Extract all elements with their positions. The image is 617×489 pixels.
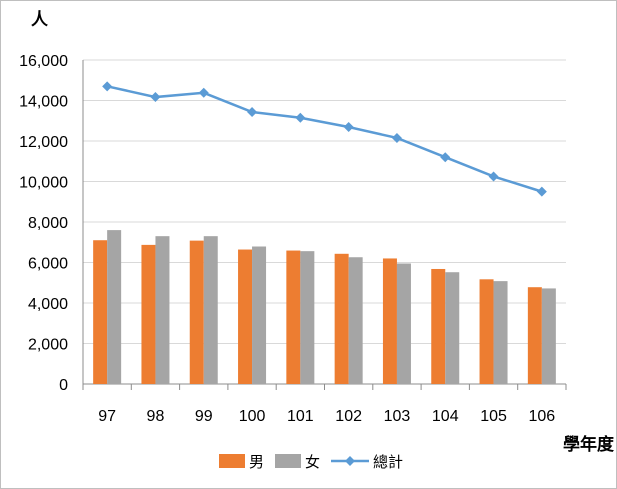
bar-女 — [493, 281, 508, 384]
legend: 男 女 總計 — [219, 453, 403, 471]
x-tick-label: 97 — [98, 408, 116, 425]
bar-女 — [203, 236, 218, 384]
x-unit-label: 學年度 — [563, 434, 615, 455]
legend-swatch-女 — [275, 454, 301, 468]
point-總計 — [198, 87, 209, 98]
point-總計 — [295, 112, 306, 123]
y-tick-label: 8,000 — [28, 215, 68, 232]
x-tick-label: 99 — [195, 408, 213, 425]
bar-女 — [348, 257, 363, 384]
legend-label: 總計 — [373, 453, 403, 471]
y-tick-label: 12,000 — [19, 134, 68, 151]
y-unit-label: 人 — [31, 10, 49, 30]
bar-男 — [479, 279, 494, 384]
bar-男 — [93, 240, 108, 384]
bar-男 — [527, 287, 542, 384]
y-tick-label: 4,000 — [28, 296, 68, 313]
x-tick-label: 98 — [147, 408, 165, 425]
bar-女 — [107, 230, 122, 384]
legend-label: 女 — [305, 453, 320, 471]
point-總計 — [488, 171, 499, 182]
point-總計 — [343, 122, 354, 133]
x-tick-label: 100 — [239, 408, 266, 425]
y-tick-label: 16,000 — [19, 53, 68, 70]
y-tick-label: 6,000 — [28, 256, 68, 273]
bar-男 — [141, 244, 156, 384]
point-總計 — [102, 81, 113, 92]
y-tick-label: 14,000 — [19, 94, 68, 111]
x-tick-label: 106 — [528, 408, 555, 425]
point-總計 — [536, 186, 547, 197]
series-line-總計 — [106, 85, 543, 193]
x-tick-label: 104 — [432, 408, 459, 425]
bar-男 — [382, 258, 397, 384]
point-總計 — [440, 152, 451, 163]
bar-男 — [286, 250, 301, 384]
bar-男 — [189, 240, 204, 384]
bar-男 — [238, 249, 253, 384]
x-tick-label: 105 — [480, 408, 507, 425]
bar-女 — [445, 272, 460, 384]
y-tick-label: 2,000 — [28, 337, 68, 354]
legend-label: 男 — [249, 453, 264, 471]
bar-女 — [541, 288, 556, 384]
bars — [93, 230, 556, 384]
bar-男 — [431, 268, 446, 384]
point-總計 — [150, 92, 161, 103]
y-tick-label: 0 — [59, 377, 68, 394]
x-axis-ticks: 97 98 99 100 101 102 103 104 105 106 — [98, 408, 555, 425]
bar-男 — [334, 253, 349, 384]
total-line — [102, 81, 547, 197]
point-總計 — [391, 132, 402, 143]
bar-女 — [155, 236, 170, 384]
bar-女 — [300, 251, 315, 384]
bar-女 — [396, 263, 411, 384]
x-tick-label: 103 — [384, 408, 411, 425]
bar-女 — [252, 246, 267, 384]
x-tick-label: 102 — [335, 408, 362, 425]
legend-marker-總計 — [345, 456, 355, 466]
y-tick-label: 10,000 — [19, 175, 68, 192]
point-總計 — [247, 107, 258, 118]
legend-swatch-男 — [219, 454, 245, 468]
y-axis-ticks: 0 2,000 4,000 6,000 8,000 10,000 12,000 14,000 1… — [19, 53, 68, 394]
x-tick-label: 101 — [287, 408, 314, 425]
